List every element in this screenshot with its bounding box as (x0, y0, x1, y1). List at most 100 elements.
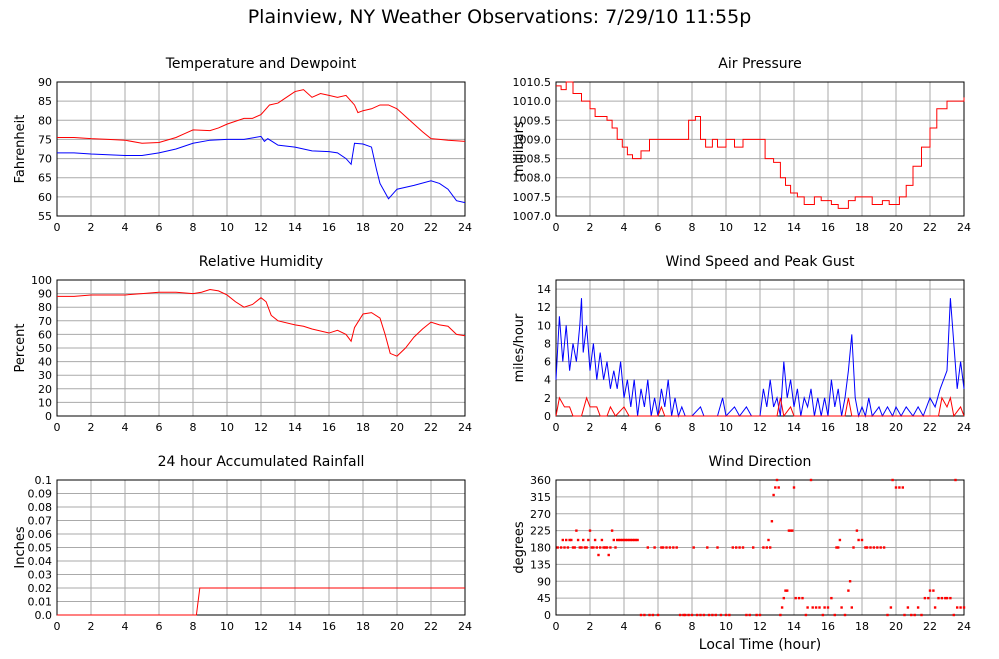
y-tick-label: 14 (537, 283, 551, 296)
data-point (609, 546, 612, 549)
data-point (852, 546, 855, 549)
y-tick-label: 0.08 (28, 501, 53, 514)
y-tick-label: 0.01 (28, 596, 53, 609)
data-point (843, 613, 847, 617)
data-point (956, 606, 959, 609)
data-point (583, 546, 587, 549)
data-point (777, 486, 780, 489)
series-line-1 (57, 89, 466, 144)
data-point (616, 538, 619, 542)
data-point (786, 589, 789, 592)
x-tick-label: 18 (356, 620, 370, 633)
data-point (599, 546, 602, 549)
x-tick-label: 18 (855, 421, 869, 434)
y-axis-label: miles/hour (512, 313, 527, 382)
data-point (563, 546, 566, 549)
data-point (607, 553, 610, 557)
data-point (707, 613, 711, 617)
data-point (578, 546, 581, 549)
x-tick-label: 4 (621, 421, 628, 434)
data-point (806, 606, 809, 609)
x-tick-label: 14 (288, 421, 302, 434)
x-tick-label: 2 (587, 620, 594, 633)
y-tick-label: 1008.5 (513, 153, 552, 166)
data-point (811, 606, 814, 609)
y-tick-label: 0 (544, 609, 551, 622)
data-point (910, 613, 913, 617)
data-point (814, 606, 818, 609)
data-point (648, 613, 651, 617)
data-point (772, 493, 775, 497)
data-point (818, 606, 821, 609)
data-point (661, 546, 665, 549)
data-point (855, 529, 859, 532)
data-point (848, 580, 852, 583)
data-point (913, 613, 916, 617)
y-tick-label: 2 (544, 392, 551, 405)
data-point (636, 538, 639, 542)
data-point (886, 613, 889, 617)
data-point (711, 613, 714, 617)
data-point (690, 613, 694, 617)
data-point (741, 546, 745, 549)
x-tick-label: 24 (957, 221, 971, 234)
data-point (660, 546, 663, 549)
data-point (656, 613, 660, 617)
y-tick-label: 80 (38, 301, 52, 314)
page-title: Plainview, NY Weather Observations: 7/29… (247, 6, 752, 28)
y-tick-label: 45 (537, 592, 551, 605)
y-tick-label: 85 (38, 95, 52, 108)
data-point (575, 529, 578, 532)
x-tick-label: 24 (458, 221, 472, 234)
data-point (758, 613, 762, 617)
x-tick-label: 12 (254, 221, 268, 234)
data-point (605, 546, 609, 549)
data-point (651, 613, 655, 617)
data-point (610, 529, 614, 532)
chart-title: 24 hour Accumulated Rainfall (158, 454, 365, 470)
y-tick-label: 0.1 (35, 474, 53, 487)
y-tick-label: 0.04 (28, 555, 53, 568)
data-point (954, 478, 957, 482)
chart-title: Wind Direction (709, 454, 812, 470)
data-point (779, 613, 782, 617)
y-tick-label: 10 (38, 396, 52, 409)
data-point (835, 546, 838, 549)
data-point (738, 546, 741, 549)
plot-border (56, 279, 466, 417)
data-point (940, 596, 944, 600)
data-point (762, 546, 765, 549)
x-tick-label: 12 (753, 620, 767, 633)
x-tick-label: 6 (156, 421, 163, 434)
data-point (692, 546, 695, 549)
x-tick-label: 0 (553, 620, 560, 633)
data-point (668, 546, 672, 549)
data-point (865, 546, 869, 549)
data-point (631, 538, 634, 542)
data-point (634, 538, 638, 542)
x-tick-label: 2 (88, 221, 95, 234)
data-point (582, 538, 585, 542)
x-tick-label: 10 (719, 421, 733, 434)
data-point (566, 546, 570, 549)
x-tick-label: 20 (889, 221, 903, 234)
x-tick-label: 2 (88, 421, 95, 434)
x-tick-label: 14 (288, 221, 302, 234)
x-tick-label: 12 (753, 221, 767, 234)
y-tick-label: 70 (38, 153, 52, 166)
y-tick-label: 270 (530, 508, 551, 521)
data-point (687, 613, 690, 617)
y-tick-label: 90 (38, 76, 52, 89)
y-axis-label: Fahrenheit (13, 115, 28, 184)
data-point (767, 538, 770, 542)
y-tick-label: 1007.5 (513, 191, 552, 204)
data-point (602, 546, 605, 549)
y-tick-label: 0.02 (28, 582, 53, 595)
x-tick-label: 4 (122, 620, 129, 633)
x-tick-label: 18 (356, 221, 370, 234)
data-point (633, 538, 636, 542)
data-point (576, 538, 580, 542)
x-tick-label: 18 (356, 421, 370, 434)
data-point (672, 546, 675, 549)
data-point (923, 596, 927, 600)
